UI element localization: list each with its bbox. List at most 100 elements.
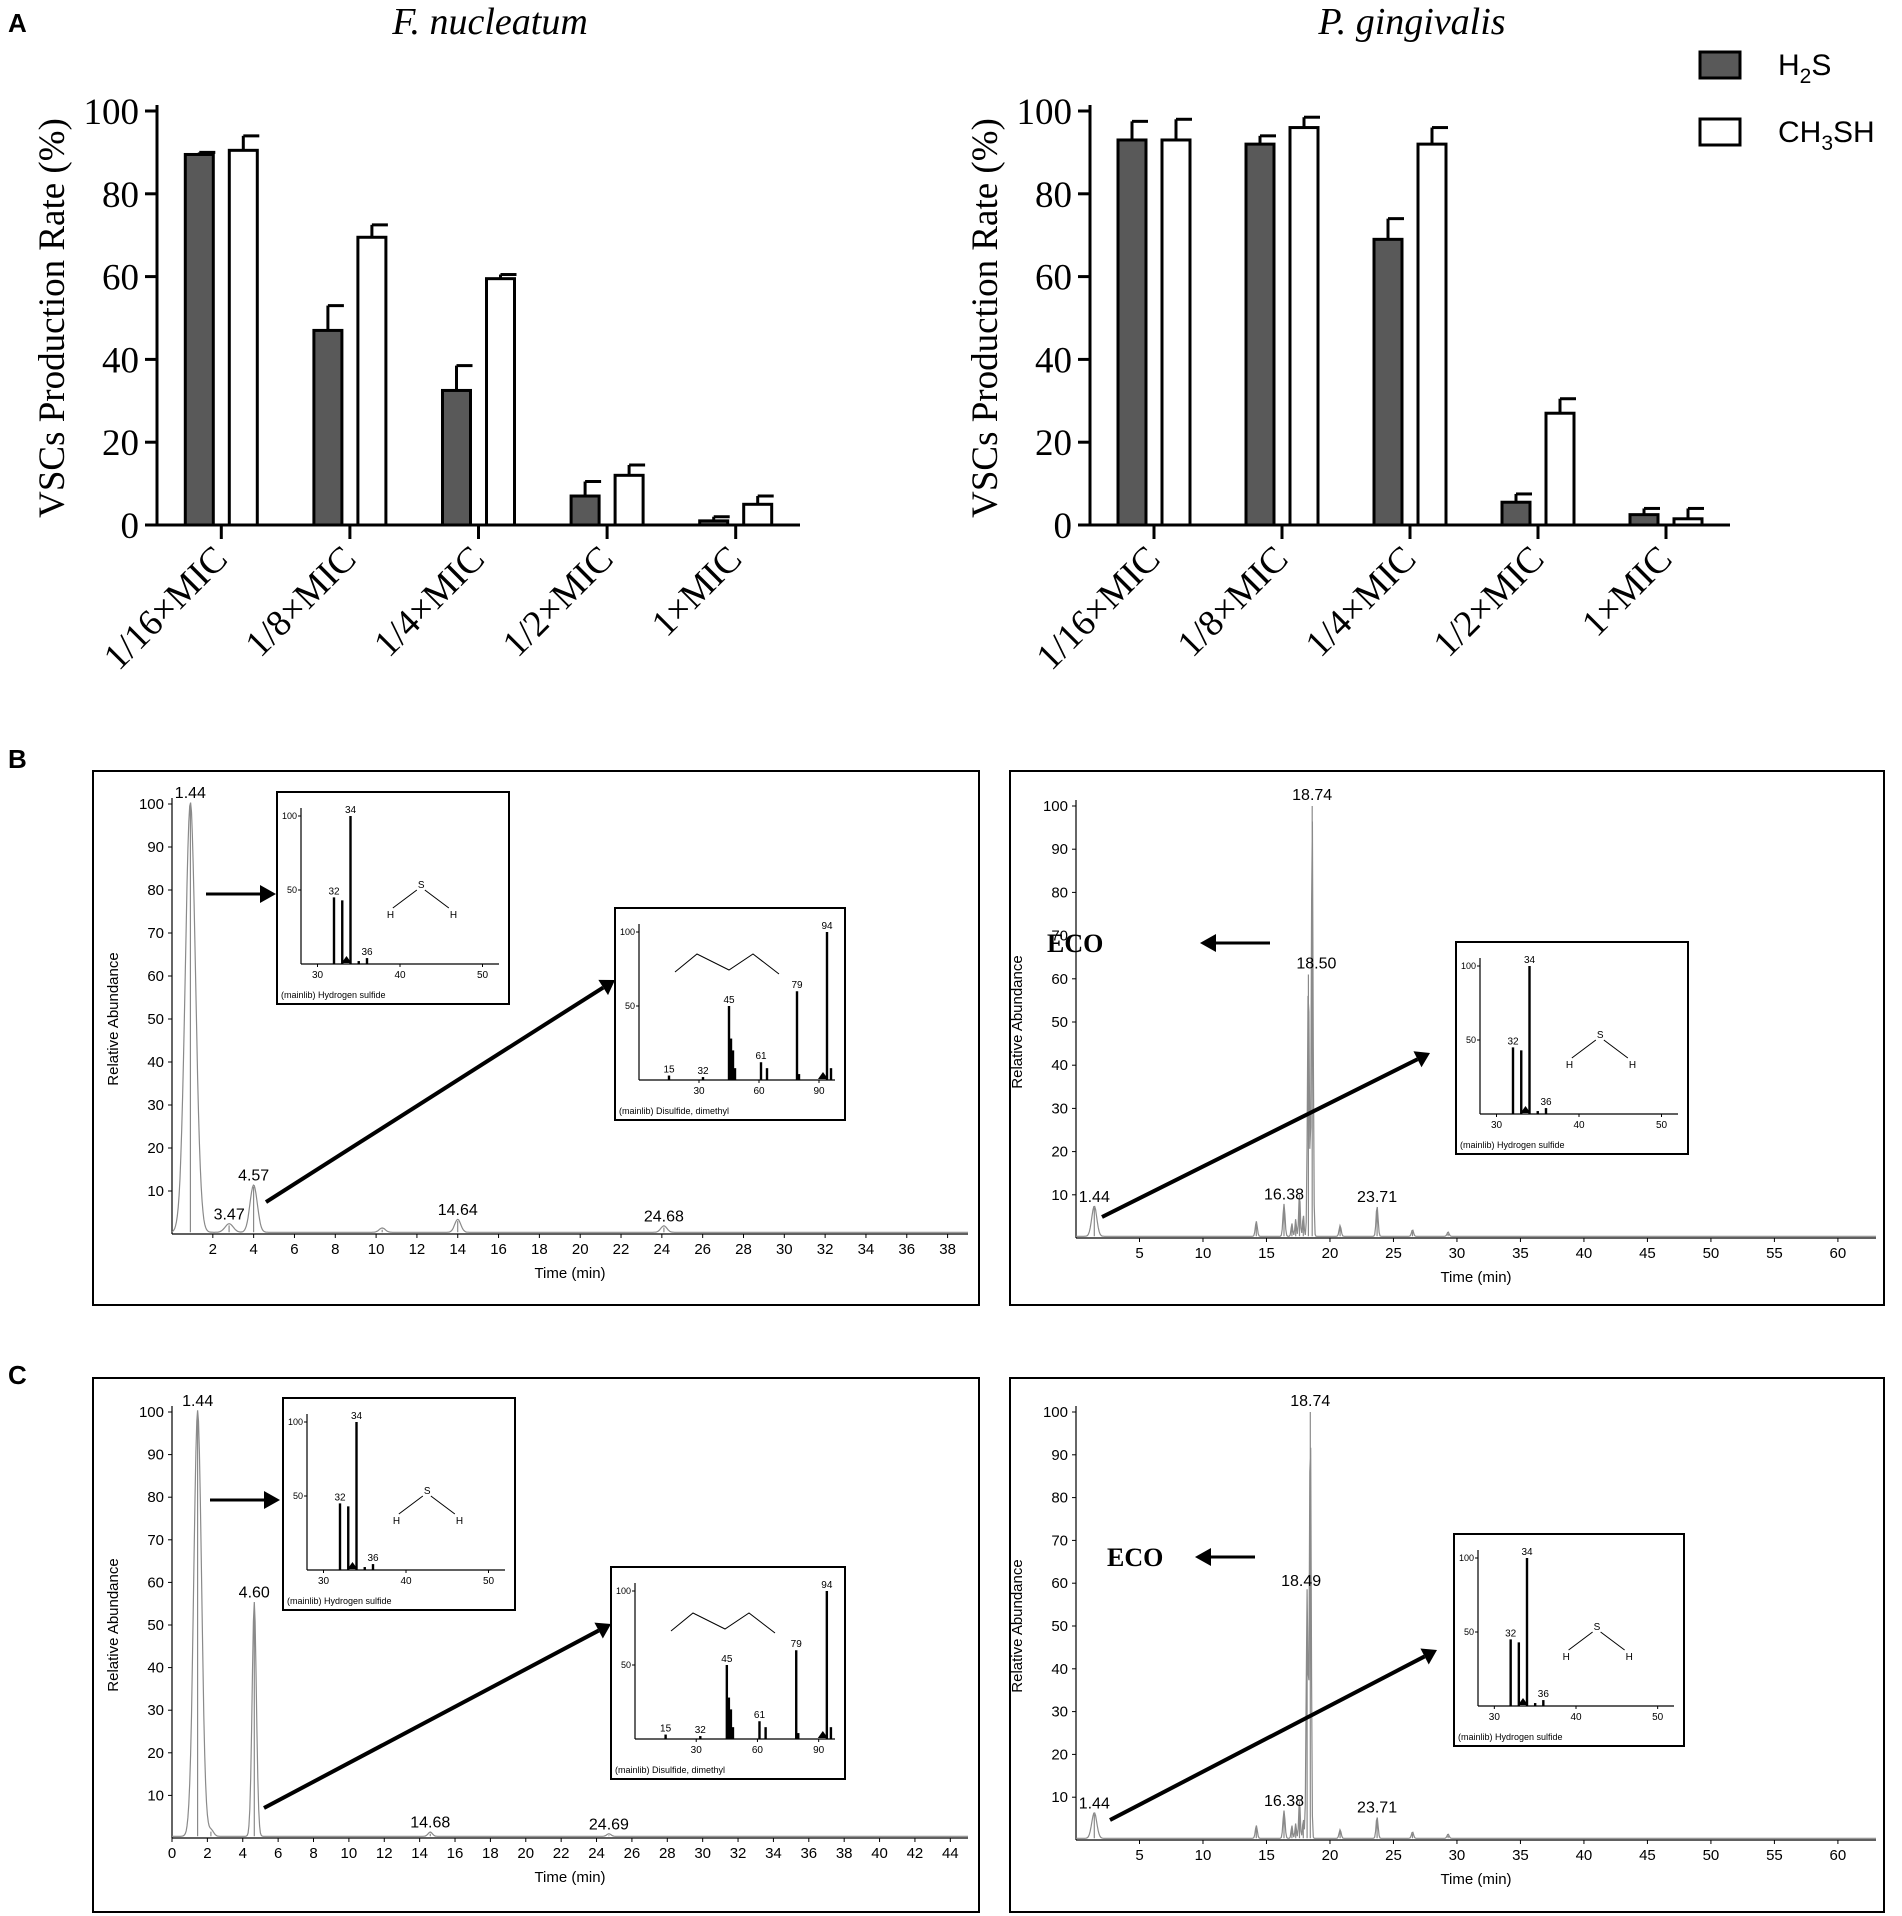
x-tick-label: 1/8×MIC (1170, 538, 1297, 665)
panel-frame (1009, 1377, 1885, 1913)
bar-h2s (441, 388, 472, 527)
y-tick-label: 100 (139, 1404, 164, 1421)
bar-h2s (569, 494, 601, 527)
x-tick-label: 34 (858, 1241, 875, 1258)
atom-h-left: H (387, 910, 394, 921)
peak-label: 3.47 (214, 1206, 245, 1223)
arrow-head (1200, 934, 1216, 952)
y-tick-label: 30 (147, 1097, 164, 1114)
x-tick-label: 25 (1385, 1847, 1402, 1864)
arrow-head (260, 885, 276, 903)
legend: H2S CH3SH (1698, 49, 1875, 155)
y-tick-label: 90 (1051, 841, 1068, 858)
inset-x-tick-label: 30 (1489, 1712, 1501, 1723)
bar-ch3sh (227, 148, 259, 527)
x-tick-label: 20 (572, 1241, 589, 1258)
y-tick-label: 70 (1051, 928, 1068, 945)
inset-peak-label: 61 (755, 1051, 767, 1062)
arrow-shaft (1101, 1057, 1419, 1219)
x-tick-label: 8 (331, 1241, 339, 1258)
y-tick-label: 100 (1043, 798, 1068, 815)
inset-y-tick-label: 50 (625, 1001, 635, 1011)
x-tick-label: 60 (1830, 1245, 1847, 1262)
x-tick-label: 45 (1639, 1847, 1656, 1864)
x-tick-label: 32 (817, 1241, 834, 1258)
x-tick-label: 1/16×MIC (96, 538, 236, 678)
y-tick-label: 40 (147, 1054, 164, 1071)
x-axis-label: Time (min) (1440, 1269, 1511, 1286)
y-tick-label: 60 (147, 1574, 164, 1591)
chromatogram-trace (171, 802, 968, 1233)
inset-peak-label: 32 (328, 886, 340, 897)
legend-label-h2s: H2S (1778, 49, 1831, 88)
y-axis-label: Relative Abundance (105, 952, 122, 1085)
y-tick-label: 40 (1035, 340, 1072, 381)
x-tick-label: 16 (447, 1845, 464, 1862)
y-tick-label: 20 (102, 423, 139, 464)
y-tick-label: 60 (1035, 258, 1072, 299)
inset-x-tick-label: 50 (483, 1576, 495, 1587)
bar-chart-porphyromonas: P. gingivalis VSCs Production Rate (%) 0 20… (965, 1, 1730, 678)
x-tick-label: 30 (694, 1845, 711, 1862)
panel-frame (92, 1377, 980, 1913)
bar-h2s (183, 152, 215, 527)
peak-label: 23.71 (1357, 1800, 1397, 1817)
inset-x-tick-label: 40 (400, 1576, 412, 1587)
bar-ch3sh (613, 473, 645, 527)
chromatogram-trace (172, 1410, 968, 1837)
panel-frame (1009, 770, 1885, 1306)
y-tick-label: 30 (147, 1702, 164, 1719)
molecule-bonds (398, 1495, 456, 1515)
arrow-shaft (264, 985, 605, 1204)
peak-label: 24.69 (589, 1816, 629, 1833)
inset-peak-label: 15 (663, 1065, 675, 1076)
atom-h-right: H (1626, 1652, 1633, 1663)
inset-y-tick-label: 100 (616, 1586, 631, 1596)
atom-s: S (418, 880, 425, 891)
inset-peak-label: 94 (821, 921, 833, 932)
inset-x-tick-label: 50 (1656, 1120, 1668, 1131)
panel-label-c: C (8, 1360, 27, 1390)
x-tick-label: 12 (409, 1241, 426, 1258)
x-tick-label: 42 (907, 1845, 924, 1862)
inset-y-tick-label: 50 (621, 1660, 631, 1670)
x-tick-label: 2 (203, 1845, 211, 1862)
x-tick-label: 40 (1576, 1245, 1593, 1262)
inset-peak-label: 32 (334, 1492, 346, 1503)
x-tick-label: 25 (1385, 1245, 1402, 1262)
x-tick-label: 26 (694, 1241, 711, 1258)
panel-label-a: A (8, 8, 27, 38)
x-tick-label: 20 (517, 1845, 534, 1862)
x-tick-label: 10 (368, 1241, 385, 1258)
inset-box (276, 791, 510, 1005)
inset-marker (347, 1562, 358, 1569)
arrow-head (1420, 1648, 1437, 1665)
x-tick-label: 28 (735, 1241, 752, 1258)
panel-label-b: B (8, 744, 27, 774)
x-tick-label: 10 (341, 1845, 358, 1862)
arrow-head (1413, 1051, 1430, 1068)
x-tick-label: 8 (309, 1845, 317, 1862)
x-tick-label: 1/4×MIC (1298, 538, 1425, 665)
peak-label: 14.64 (438, 1202, 478, 1219)
x-tick-label: 50 (1703, 1847, 1720, 1864)
x-tick-label: 20 (1322, 1245, 1339, 1262)
x-tick-label: 1×MIC (644, 538, 750, 644)
y-tick-label: 50 (147, 1617, 164, 1634)
inset-x-tick-label: 90 (813, 1745, 825, 1756)
y-axis-label: VSCs Production Rate (%) (32, 118, 73, 518)
y-tick-label: 80 (1035, 175, 1072, 216)
bar-ch3sh (1544, 411, 1576, 527)
inset-peak-label: 34 (345, 805, 357, 816)
x-tick-label: 45 (1639, 1245, 1656, 1262)
x-tick-label: 26 (624, 1845, 641, 1862)
x-tick-label: 1/16×MIC (1029, 538, 1169, 678)
bar-h2s (312, 328, 344, 527)
inset-y-tick-label: 100 (282, 811, 297, 821)
x-tick-label: 1/2×MIC (1426, 538, 1553, 665)
x-tick-label: 1/2×MIC (495, 538, 622, 665)
y-tick-label: 100 (84, 92, 140, 133)
y-tick-label: 20 (1051, 1746, 1068, 1763)
molecule-bonds (670, 1612, 776, 1634)
